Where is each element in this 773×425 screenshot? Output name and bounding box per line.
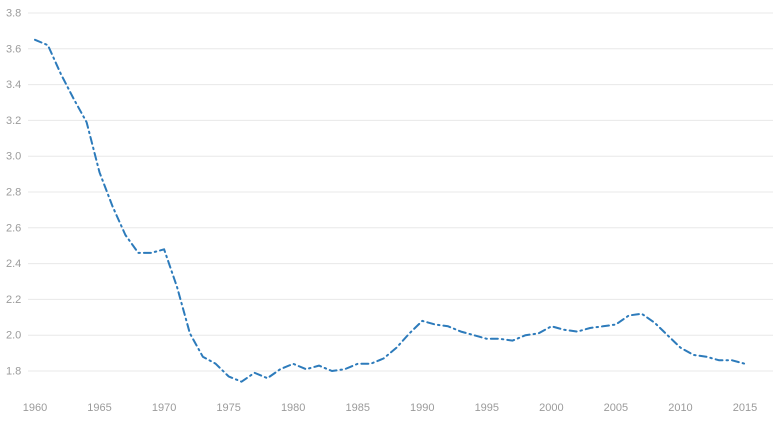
x-axis-tick-label: 2005 [604,402,628,414]
y-axis-tick-label: 2.0 [6,330,21,342]
y-axis-tick-label: 3.2 [6,115,21,127]
x-axis-tick-label: 1980 [281,402,305,414]
x-axis-tick-label: 1960 [23,402,47,414]
x-axis-tick-label: 2010 [668,402,692,414]
y-axis-tick-label: 3.4 [6,79,21,91]
x-axis-tick-label: 1975 [216,402,240,414]
y-axis-tick-label: 2.6 [6,222,21,234]
y-axis-tick-label: 1.8 [6,366,21,378]
x-axis-tick-label: 2000 [539,402,563,414]
x-axis-tick-label: 1995 [475,402,499,414]
y-axis-tick-label: 2.8 [6,187,21,199]
x-axis-tick-label: 1970 [152,402,176,414]
y-axis-tick-label: 3.0 [6,151,21,163]
y-axis-tick-label: 2.4 [6,258,21,270]
x-axis-tick-label: 2015 [733,402,757,414]
data-line [34,38,746,383]
y-axis-tick-label: 3.8 [6,8,21,20]
x-axis-tick-label: 1985 [345,402,369,414]
x-axis-tick-label: 1965 [87,402,111,414]
y-axis-tick-label: 3.6 [6,43,21,55]
y-axis-tick-label: 2.2 [6,294,21,306]
x-axis-tick-label: 1990 [410,402,434,414]
